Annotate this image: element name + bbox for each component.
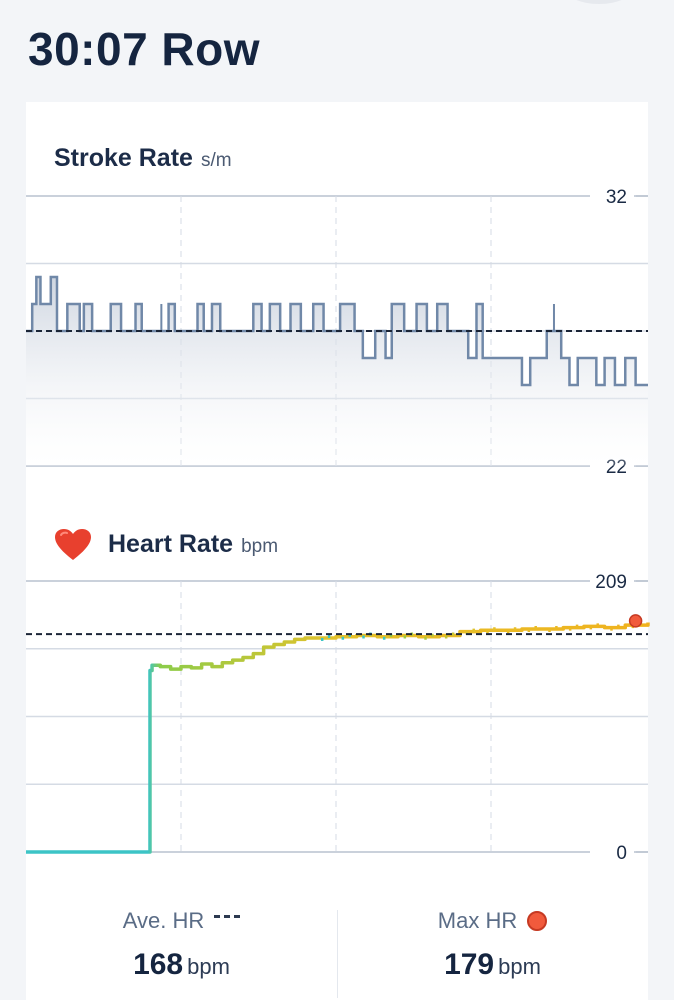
- avg-hr-label: Ave. HR: [122, 908, 205, 933]
- dashed-line-icon: [214, 914, 241, 922]
- stroke-rate-title: Stroke Rate: [54, 144, 193, 172]
- max-hr-stat: Max HR 179 bpm: [337, 908, 648, 982]
- heart-rate-variation: [320, 622, 642, 642]
- avg-hr-unit: bpm: [187, 954, 230, 979]
- stroke-rate-tick-label: 32: [606, 187, 627, 208]
- stroke-rate-variation: [160, 304, 555, 331]
- heart-rate-tick-bg: [590, 569, 634, 593]
- heart-rate-header: Heart Rate bpm: [108, 530, 278, 559]
- stroke-rate-header: Stroke Rate s/m: [54, 144, 232, 173]
- max-hr-unit: bpm: [498, 954, 541, 979]
- hr-stats: Ave. HR 168 bpm Max HR 179 bpm: [26, 908, 648, 1000]
- heart-rate-max-marker: [628, 614, 643, 628]
- stats-divider: [337, 910, 338, 998]
- heart-rate-tick-label: 0: [616, 843, 627, 864]
- page-title: 30:07 Row: [28, 23, 261, 75]
- heart-icon: [55, 529, 91, 560]
- heart-rate-tick-label: 209: [595, 572, 627, 593]
- avg-hr-value: 168: [133, 948, 184, 981]
- max-hr-label: Max HR: [437, 908, 518, 933]
- max-hr-value: 179: [444, 948, 495, 981]
- avg-hr-stat: Ave. HR 168 bpm: [26, 908, 337, 982]
- top-corner-decoration: [564, 0, 634, 4]
- stroke-rate-unit: s/m: [200, 150, 232, 171]
- heart-rate-unit: bpm: [241, 536, 279, 557]
- heart-rate-title: Heart Rate: [108, 530, 234, 558]
- heart-rate-tick-bg: [590, 840, 634, 864]
- heart-rate-plot: [26, 614, 650, 854]
- stroke-rate-tick-bg: [590, 184, 634, 208]
- stroke-rate-area: [26, 277, 648, 466]
- max-dot-icon: [527, 911, 548, 931]
- heart-rate-line: [26, 622, 650, 854]
- stroke-rate-plot: [26, 275, 648, 466]
